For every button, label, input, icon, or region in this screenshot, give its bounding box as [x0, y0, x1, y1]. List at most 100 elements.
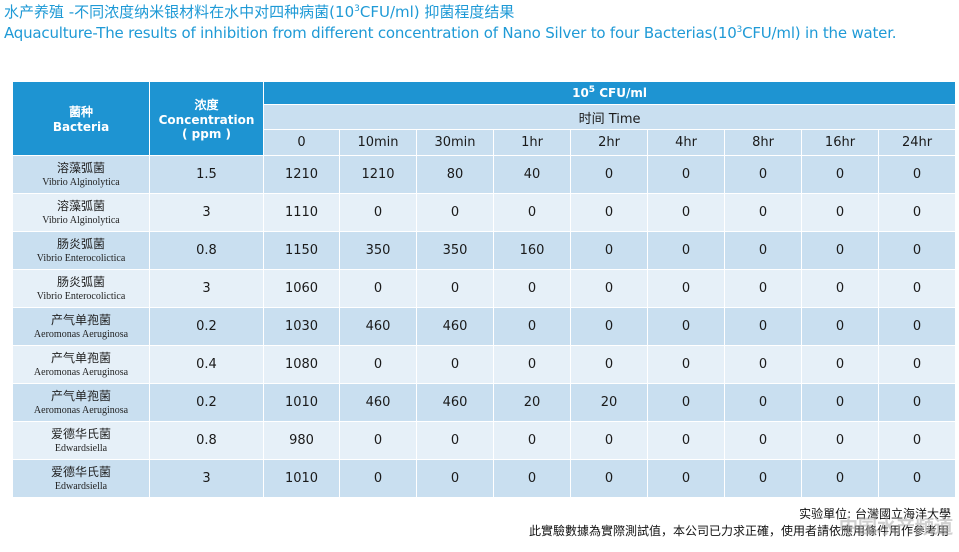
value-cell: 460 — [339, 383, 417, 422]
bacteria-cell: 肠炎弧菌 Vibrio Enterocolictica — [12, 231, 150, 270]
value-cell: 0 — [724, 155, 802, 194]
title-zh-prefix: 水产养殖 -不同浓度纳米银材料在水中对四种病菌(10 — [4, 3, 355, 21]
value-cell: 0 — [801, 383, 879, 422]
value-cell: 80 — [416, 155, 494, 194]
header-conc-en: Concentration — [158, 113, 255, 127]
value-cell: 0 — [724, 231, 802, 270]
value-cell: 0 — [801, 193, 879, 232]
title-chinese: 水产养殖 -不同浓度纳米银材料在水中对四种病菌(103CFU/ml) 抑菌程度结… — [4, 2, 896, 23]
value-cell: 0 — [801, 155, 879, 194]
title-en-sup: 3 — [736, 25, 743, 35]
value-cell: 0 — [416, 345, 494, 384]
value-cell: 0 — [339, 345, 417, 384]
bacteria-name-en: Aeromonas Aeruginosa — [33, 404, 129, 416]
value-cell: 0 — [493, 269, 571, 308]
value-cell: 0 — [877, 421, 957, 460]
bacteria-name-zh: 溶藻弧菌 — [56, 160, 105, 175]
value-cell: 0 — [724, 345, 802, 384]
time-header-cell: 24hr — [877, 129, 957, 156]
value-cell: 0 — [801, 459, 879, 498]
value-cell: 0 — [647, 155, 725, 194]
value-cell: 0 — [416, 269, 494, 308]
unit-sup: 5 — [588, 85, 596, 95]
value-cell: 1010 — [263, 383, 340, 422]
table-row: 肠炎弧菌 Vibrio Enterocolictica 0.8 1150 350 350 1… — [12, 231, 957, 270]
bacteria-cell: 爱德华氏菌 Edwardsiella — [12, 421, 150, 460]
value-cell: 0 — [724, 459, 802, 498]
value-cell: 1110 — [263, 193, 340, 232]
value-cell: 0 — [570, 307, 648, 346]
bacteria-name-en: Vibrio Alginolytica — [42, 214, 120, 226]
header-conc-unit: ( ppm ) — [181, 127, 231, 141]
value-cell: 0 — [801, 421, 879, 460]
value-cell: 0 — [647, 307, 725, 346]
value-cell: 0 — [647, 383, 725, 422]
bacteria-name-en: Vibrio Alginolytica — [42, 176, 120, 188]
title-en-suffix: CFU/ml) in the water. — [742, 24, 897, 42]
time-header-cell: 10min — [339, 129, 417, 156]
table-row: 溶藻弧菌 Vibrio Alginolytica 1.5 1210 1210 80 40 0 0… — [12, 155, 957, 194]
value-cell: 0 — [493, 345, 571, 384]
value-cell: 0 — [877, 193, 957, 232]
value-cell: 1080 — [263, 345, 340, 384]
value-cell: 0 — [416, 193, 494, 232]
bacteria-name-zh: 产气单孢菌 — [50, 388, 111, 403]
time-header-cell: 4hr — [647, 129, 725, 156]
value-cell: 40 — [493, 155, 571, 194]
value-cell: 350 — [416, 231, 494, 270]
concentration-cell: 0.8 — [149, 231, 264, 270]
table-row: 爱德华氏菌 Edwardsiella 0.8 980 0 0 0 0 0 0 0 0 — [12, 421, 957, 460]
table-row: 溶藻弧菌 Vibrio Alginolytica 3 1110 0 0 0 0 0 0 0 0 — [12, 193, 957, 232]
value-cell: 0 — [724, 269, 802, 308]
value-cell: 0 — [647, 269, 725, 308]
bacteria-name-zh: 爱德华氏菌 — [50, 426, 111, 441]
title-english: Aquaculture-The results of inhibition fr… — [4, 23, 897, 44]
concentration-cell: 3 — [149, 193, 264, 232]
value-cell: 980 — [263, 421, 340, 460]
value-cell: 0 — [877, 155, 957, 194]
concentration-cell: 3 — [149, 459, 264, 498]
disclaimer-text: 此實驗數據為實際測試值，本公司已力求正確，使用者請依應用條件用作參考用 — [528, 524, 949, 538]
value-cell: 0 — [877, 269, 957, 308]
bacteria-name-zh: 肠炎弧菌 — [56, 236, 105, 251]
value-cell: 0 — [801, 231, 879, 270]
value-cell: 1210 — [339, 155, 417, 194]
value-cell: 0 — [339, 421, 417, 460]
bacteria-name-en: Aeromonas Aeruginosa — [33, 328, 129, 340]
value-cell: 1010 — [263, 459, 340, 498]
table-row: 产气单孢菌 Aeromonas Aeruginosa 0.2 1030 460 460 0 0… — [12, 307, 957, 346]
value-cell: 0 — [647, 459, 725, 498]
bacteria-name-zh: 产气单孢菌 — [50, 312, 111, 327]
value-cell: 0 — [570, 421, 648, 460]
value-cell: 0 — [724, 193, 802, 232]
value-cell: 0 — [493, 193, 571, 232]
value-cell: 20 — [493, 383, 571, 422]
value-cell: 0 — [570, 345, 648, 384]
value-cell: 0 — [570, 459, 648, 498]
value-cell: 0 — [724, 421, 802, 460]
table-row: 爱德华氏菌 Edwardsiella 3 1010 0 0 0 0 0 0 0 0 — [12, 459, 957, 498]
value-cell: 0 — [339, 193, 417, 232]
header-time: 时间 Time — [262, 104, 957, 130]
header-conc-zh: 浓度 — [194, 98, 219, 112]
value-cell: 460 — [416, 383, 494, 422]
value-cell: 1210 — [263, 155, 340, 194]
value-cell: 0 — [724, 307, 802, 346]
value-cell: 0 — [724, 383, 802, 422]
table-body: 溶藻弧菌 Vibrio Alginolytica 1.5 1210 1210 80 40 0 0… — [12, 155, 957, 498]
value-cell: 0 — [647, 193, 725, 232]
header-bacteria-en: Bacteria — [52, 120, 110, 134]
value-cell: 460 — [339, 307, 417, 346]
bacteria-name-en: Vibrio Enterocolictica — [36, 252, 126, 264]
value-cell: 0 — [647, 421, 725, 460]
value-cell: 0 — [570, 193, 648, 232]
time-header-cell: 0 — [263, 129, 340, 156]
bacteria-name-zh: 溶藻弧菌 — [56, 198, 105, 213]
bacteria-cell: 溶藻弧菌 Vibrio Alginolytica — [12, 193, 150, 232]
bacteria-name-zh: 肠炎弧菌 — [56, 274, 105, 289]
bacteria-name-en: Edwardsiella — [54, 442, 108, 454]
value-cell: 0 — [493, 307, 571, 346]
bacteria-name-zh: 产气单孢菌 — [50, 350, 111, 365]
value-cell: 1060 — [263, 269, 340, 308]
value-cell: 0 — [801, 307, 879, 346]
